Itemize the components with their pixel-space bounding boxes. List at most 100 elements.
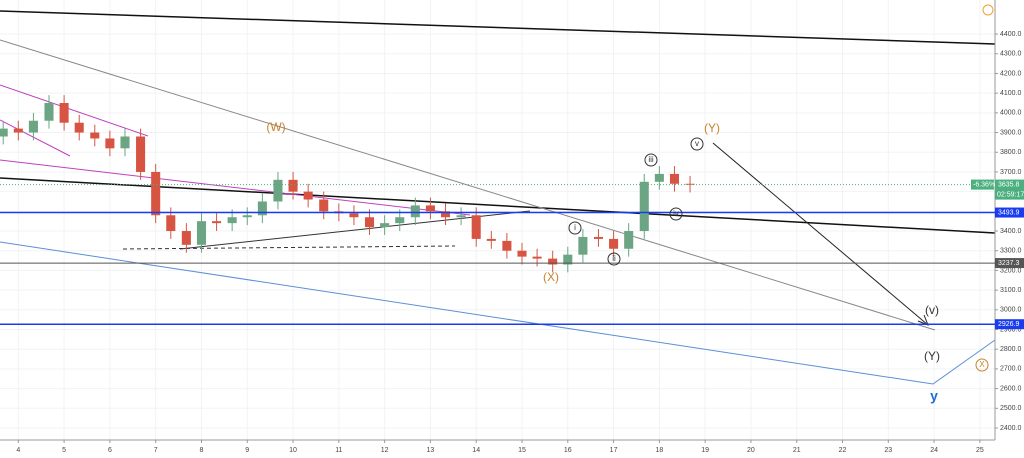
y-tick-label: 3000.0 — [1000, 307, 1022, 314]
candle-body — [410, 205, 420, 218]
candle-body — [136, 136, 146, 172]
arrow-head — [917, 314, 929, 326]
wave-circle — [607, 252, 621, 266]
candle-body — [502, 240, 512, 251]
wave-label: iii — [648, 155, 654, 164]
candle-body — [105, 138, 115, 149]
y-tick-label: 4400.0 — [1000, 31, 1022, 38]
candle-body — [196, 221, 207, 245]
x-tick-label: 7 — [154, 447, 158, 454]
x-tick-label: 12 — [381, 447, 389, 454]
channel-line — [0, 84, 149, 137]
x-tick-label: 13 — [427, 447, 435, 454]
candle-body — [319, 199, 329, 212]
trend-line — [0, 177, 996, 234]
y-tick-label: 2700.0 — [1000, 366, 1022, 373]
x-tick-label: 16 — [564, 447, 572, 454]
candle-body — [273, 179, 283, 202]
trend-line — [0, 10, 996, 45]
candle-body — [364, 217, 375, 228]
y-tick-label: 4000.0 — [1000, 110, 1022, 117]
candle-body — [227, 217, 237, 224]
y-tick-label: 2400.0 — [1000, 425, 1022, 432]
y-tick-label: 2600.0 — [1000, 385, 1022, 392]
y-tick-label: 3800.0 — [1000, 149, 1022, 156]
channel-line — [0, 159, 471, 216]
x-tick-label: 6 — [108, 447, 112, 454]
x-tick-label: 24 — [930, 447, 938, 454]
x-tick-label: 21 — [793, 447, 801, 454]
x-tick-label: 5 — [62, 447, 66, 454]
candle-body — [532, 256, 542, 259]
candle-body — [257, 201, 267, 216]
wave-label: (W) — [266, 120, 285, 134]
countdown: 02:59:17 — [997, 191, 1024, 198]
candle-body — [151, 171, 161, 216]
wave-label: (X) — [543, 270, 559, 284]
trend-line — [179, 210, 531, 250]
wave-label: i — [574, 223, 576, 232]
wave-circle — [975, 358, 989, 372]
candle-body — [242, 215, 252, 218]
candle-body — [563, 254, 573, 265]
wave-label: y — [930, 388, 938, 404]
candle-body — [624, 231, 634, 249]
candle-body — [120, 136, 130, 149]
candle-body — [212, 221, 222, 224]
wave-label: iv — [673, 209, 679, 218]
level-label: 3493.9 — [998, 209, 1020, 216]
wave-circle — [644, 153, 658, 167]
info-icon[interactable] — [982, 4, 994, 16]
y-tick-label: 4100.0 — [1000, 90, 1022, 97]
wave-label: (v) — [925, 303, 939, 317]
candle-body — [578, 236, 588, 255]
candle-body — [395, 217, 405, 224]
level-label: 3237.3 — [998, 260, 1020, 267]
candle-body — [654, 173, 664, 182]
level-label-box — [995, 207, 1024, 218]
candle-body — [440, 211, 451, 218]
wave-circle — [568, 221, 582, 235]
y-tick-label: 3200.0 — [1000, 267, 1022, 274]
y-tick-label: 3900.0 — [1000, 129, 1022, 136]
x-tick-label: 23 — [884, 447, 892, 454]
x-tick-label: 15 — [518, 447, 526, 454]
candle-body — [166, 215, 176, 232]
x-tick-label: 10 — [289, 447, 297, 454]
x-tick-label: 8 — [200, 447, 204, 454]
level-label-box — [995, 258, 1024, 269]
x-tick-label: 17 — [610, 447, 618, 454]
x-tick-label: 14 — [472, 447, 480, 454]
candle-body — [639, 181, 649, 232]
candle-body — [13, 128, 23, 133]
candle-body — [517, 250, 527, 257]
x-tick-label: 18 — [655, 447, 663, 454]
change-label: -6.36% — [973, 181, 995, 188]
candle-body — [288, 179, 298, 192]
x-tick-label: 19 — [701, 447, 709, 454]
y-tick-label: 2900.0 — [1000, 326, 1022, 333]
candle-body — [593, 236, 603, 239]
x-tick-label: 22 — [839, 447, 847, 454]
candle-body — [425, 205, 435, 212]
channel-line — [0, 119, 71, 157]
y-tick-label: 4300.0 — [1000, 51, 1022, 58]
y-tick-label: 3300.0 — [1000, 248, 1022, 255]
wave-circle — [690, 137, 704, 151]
candle-body — [609, 238, 619, 249]
y-tick-label: 4200.0 — [1000, 70, 1022, 77]
x-tick-label: 11 — [335, 447, 342, 454]
wave-circle — [669, 207, 683, 221]
candle-body — [74, 122, 84, 133]
wave-label: X — [979, 360, 985, 369]
candle-body — [181, 231, 191, 245]
x-tick-label: 20 — [747, 447, 755, 454]
trend-line — [0, 39, 936, 331]
dashed-line — [122, 245, 456, 250]
candle-body — [548, 258, 558, 265]
level-label-box — [995, 319, 1024, 330]
x-tick-label: 25 — [976, 447, 984, 454]
arrow — [712, 142, 929, 326]
wave-label: v — [695, 139, 699, 148]
